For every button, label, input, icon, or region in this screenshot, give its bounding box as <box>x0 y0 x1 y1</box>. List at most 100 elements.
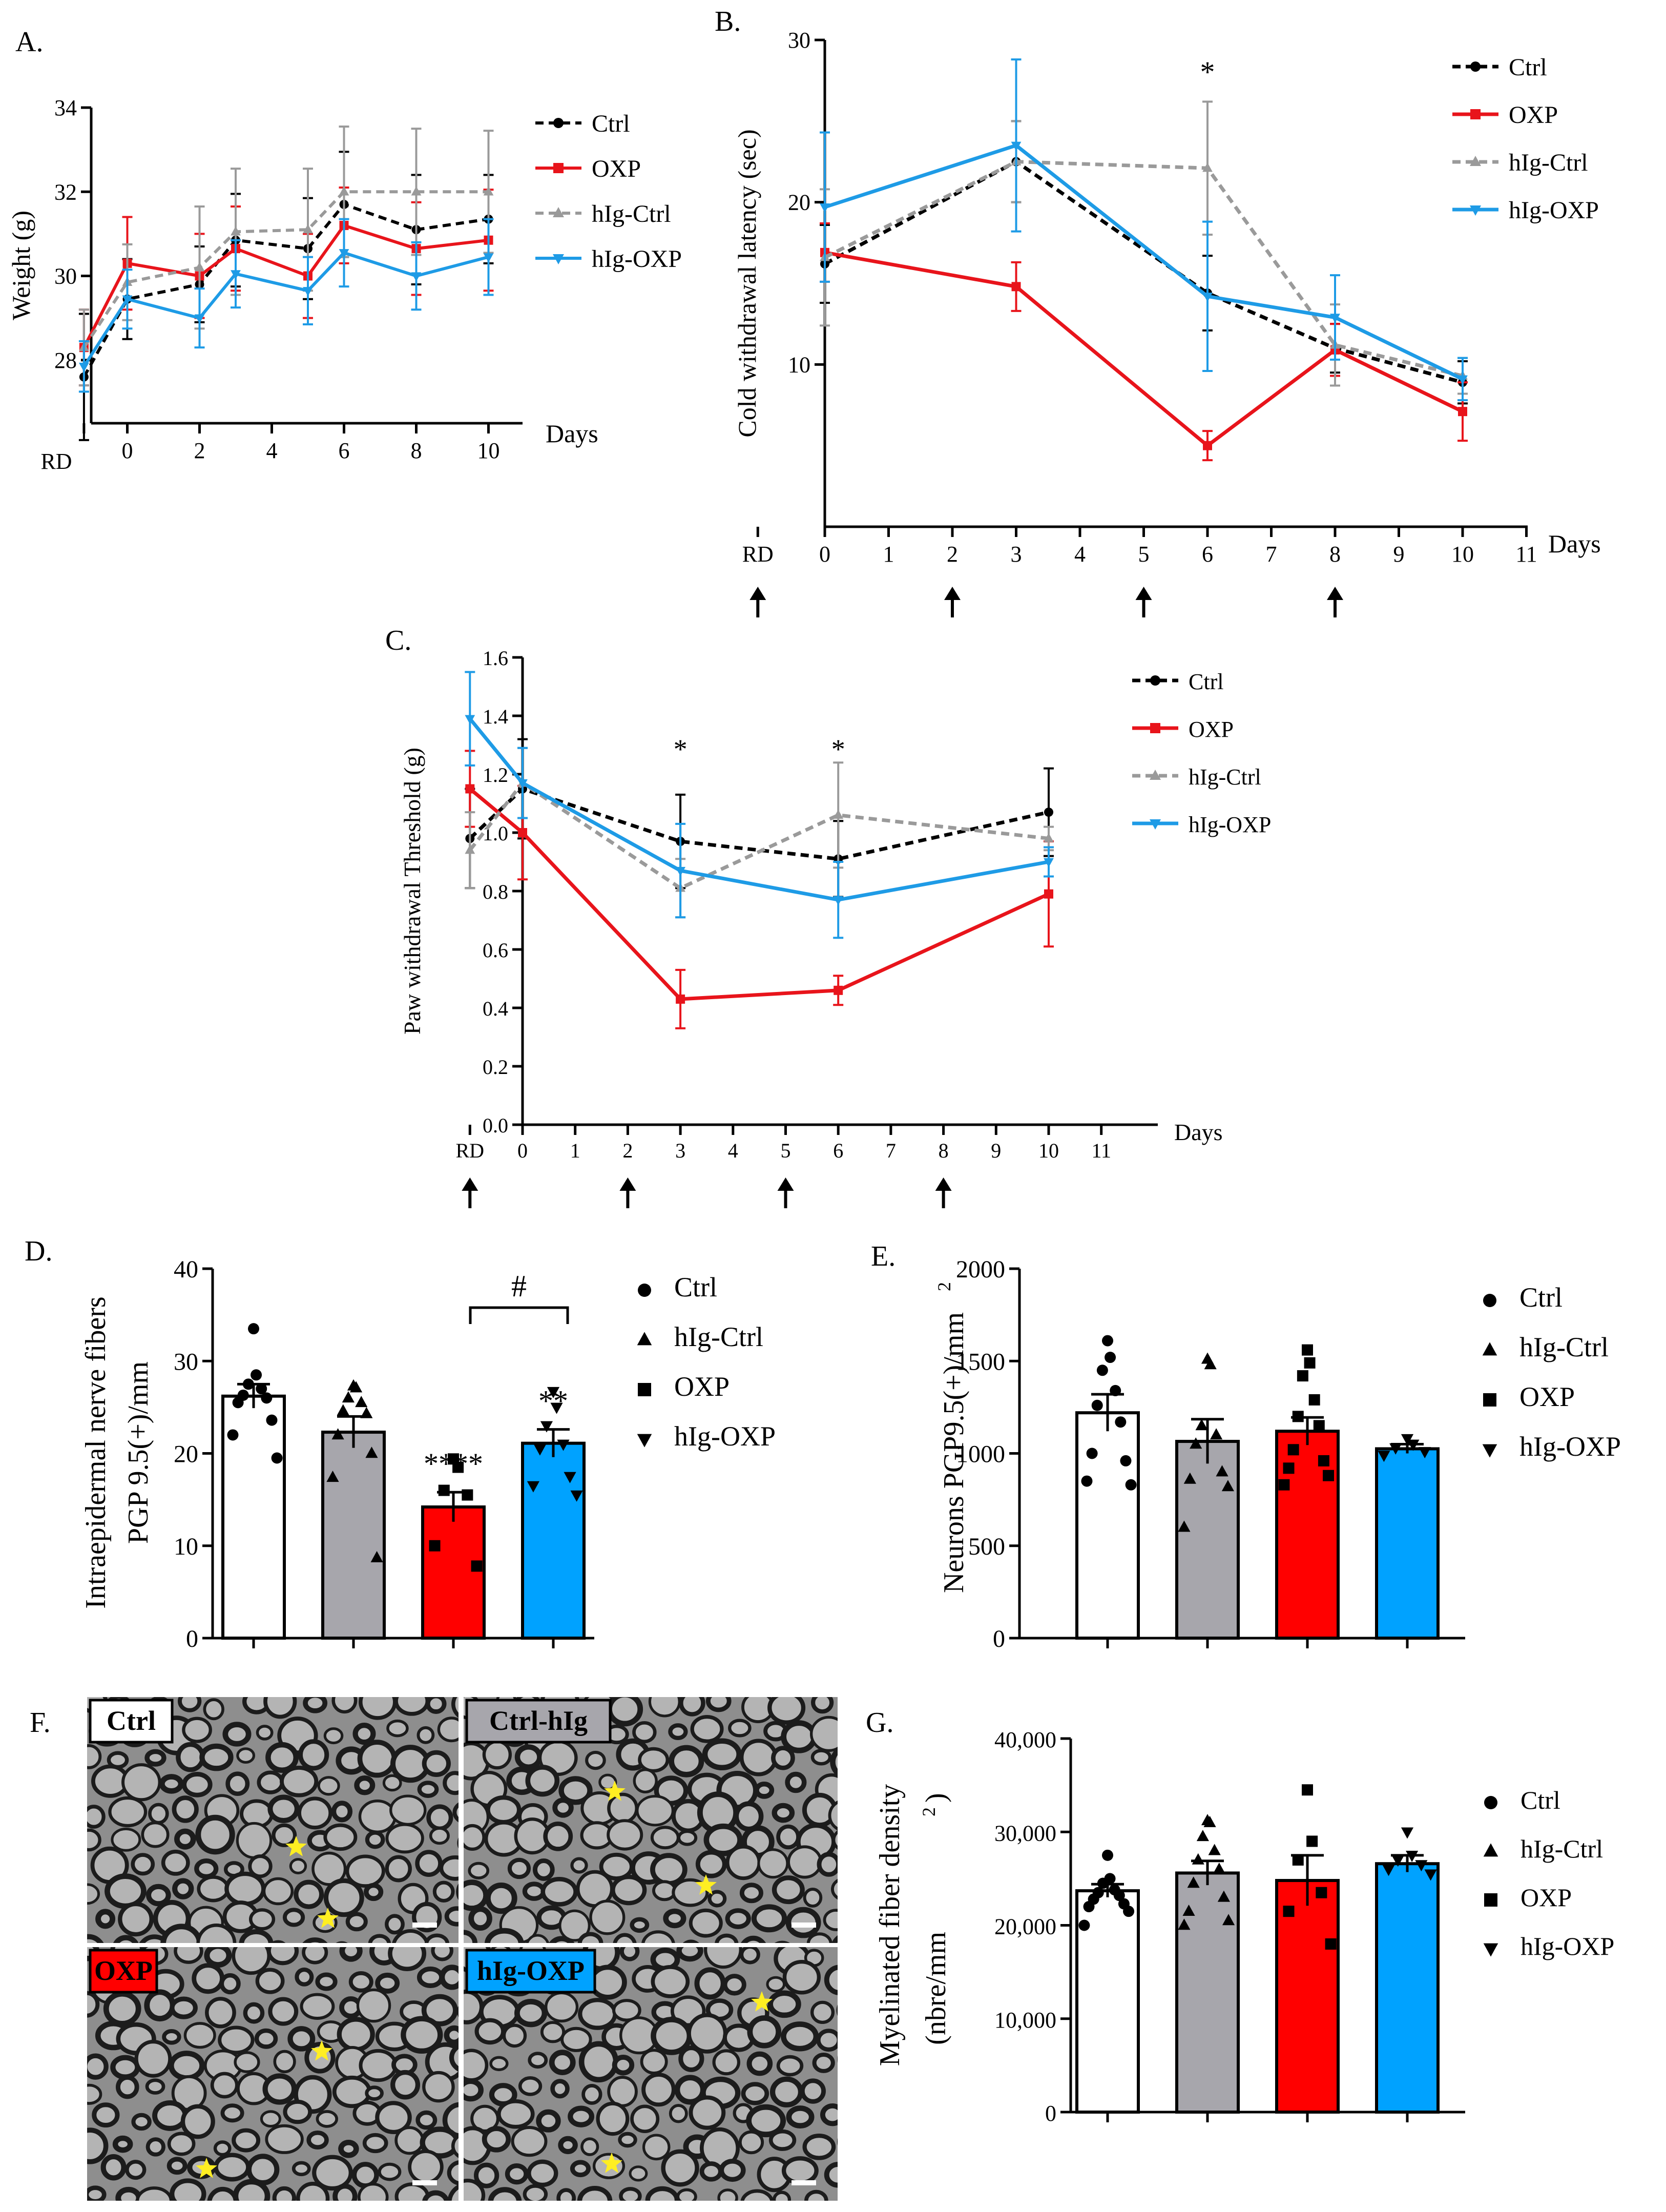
axon <box>394 2126 425 2155</box>
axon-marker-star <box>196 2158 217 2178</box>
micrograph-oxp: OXP <box>87 1947 459 2201</box>
significance-label: ** <box>538 1384 568 1418</box>
axon <box>607 1819 643 1851</box>
data-point <box>1415 1860 1428 1872</box>
axon <box>389 1794 427 1826</box>
data-point <box>1323 1470 1335 1481</box>
y-tick-label: 20 <box>788 190 810 215</box>
axon <box>243 2002 265 2024</box>
axon <box>141 1821 170 1848</box>
axon <box>183 2022 216 2049</box>
axon <box>443 1771 459 1795</box>
axon <box>668 1723 688 1741</box>
axon <box>738 2130 764 2155</box>
axon <box>296 2182 330 2201</box>
legend-label: hIg-OXP <box>1521 1932 1614 1960</box>
x-tick-label: 3 <box>1011 542 1022 567</box>
axon <box>336 1941 348 1943</box>
axon <box>444 2025 459 2045</box>
axon <box>507 1857 531 1879</box>
data-point <box>471 1560 483 1572</box>
axon <box>679 1697 705 1717</box>
axon <box>302 1947 328 1965</box>
axon <box>568 2105 594 2127</box>
series-line <box>824 143 1464 381</box>
micrograph-label-box <box>89 1699 174 1744</box>
axon <box>249 1908 276 1931</box>
axon <box>488 2187 522 2201</box>
legend-label: hIg-OXP <box>1189 812 1271 837</box>
axon <box>148 1803 169 1825</box>
axon <box>113 1935 139 1943</box>
legend-label: Ctrl <box>1519 1282 1563 1313</box>
x-tick-label: 1 <box>570 1139 580 1162</box>
data-point <box>1190 1437 1202 1449</box>
data-point <box>1389 1443 1402 1455</box>
micrograph-label: hIg-OXP <box>477 1955 585 1986</box>
axon <box>545 1991 579 2023</box>
axon <box>267 1794 300 1824</box>
arrow-head <box>1327 587 1343 600</box>
bar-group-ctrl <box>1075 1335 1140 1648</box>
axon <box>734 1801 764 1832</box>
axon <box>810 2000 835 2024</box>
axon <box>585 1750 606 1770</box>
data-point <box>465 844 475 854</box>
axon <box>820 2103 838 2126</box>
axon <box>648 1697 681 1718</box>
x-tick-label: 3 <box>675 1139 685 1162</box>
data-point <box>675 866 685 876</box>
axon <box>354 1775 376 1795</box>
axon <box>556 2188 576 2201</box>
data-point <box>231 270 241 280</box>
data-point <box>1123 1906 1135 1917</box>
y-tick-label: 28 <box>54 348 77 373</box>
series-line <box>469 787 1050 1001</box>
axon <box>87 1805 106 1829</box>
data-point <box>438 1484 450 1496</box>
axon <box>388 1947 427 1971</box>
axon <box>378 2162 402 2181</box>
data-point <box>266 1414 278 1426</box>
axon <box>676 1947 703 1962</box>
axon <box>415 2110 438 2130</box>
axon <box>830 1878 838 1900</box>
data-point <box>411 186 422 196</box>
data-point <box>303 287 313 297</box>
axon <box>452 1802 459 1823</box>
axon <box>746 2051 773 2076</box>
axon <box>375 2101 412 2135</box>
data-point <box>271 1452 283 1464</box>
axon <box>195 1814 235 1855</box>
x-tick-label: 2 <box>194 438 205 463</box>
data-point <box>517 779 528 789</box>
axon <box>266 1947 299 1966</box>
legend-label: hIg-OXP <box>1519 1431 1621 1462</box>
axon <box>690 1714 724 1743</box>
y-tick-label: 20,000 <box>994 1914 1056 1939</box>
y-axis-label-2-end: ) <box>920 1793 952 1803</box>
data-point <box>1196 1830 1209 1842</box>
legend-label: OXP <box>1521 1883 1572 1912</box>
axon <box>213 2140 232 2157</box>
axon <box>87 1828 101 1852</box>
data-point <box>1044 858 1054 867</box>
axon <box>115 2075 139 2099</box>
axon <box>392 1929 429 1943</box>
axon <box>152 2100 188 2131</box>
x-tick-label: 5 <box>781 1139 791 1162</box>
bar-group-oxp <box>1275 1344 1340 1648</box>
data-point <box>1221 1480 1234 1492</box>
axon <box>382 1774 402 1792</box>
axon <box>468 1862 490 1879</box>
x-tick-label: RD <box>456 1139 485 1162</box>
chart-G: 0 10,000 20,000 30,000 40,000 Ctrl hIg-Ctrl OXP… <box>994 1727 1614 2126</box>
axon <box>828 1801 838 1831</box>
series-line <box>468 717 1049 902</box>
data-point <box>1102 1335 1113 1347</box>
axon <box>401 2016 443 2054</box>
axon <box>630 1917 650 1933</box>
axon <box>351 2162 379 2188</box>
data-point <box>1401 1827 1414 1839</box>
